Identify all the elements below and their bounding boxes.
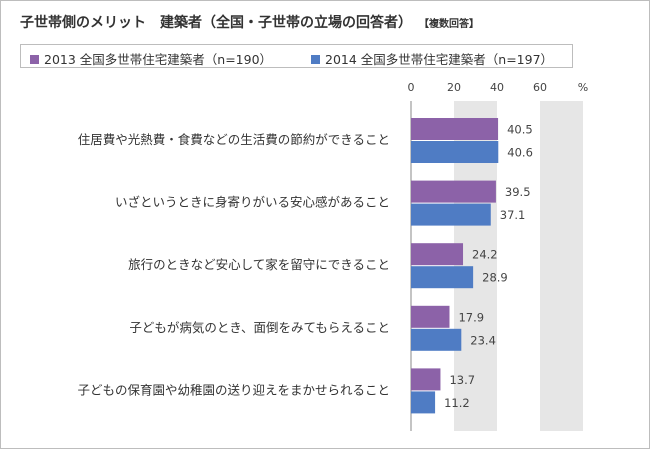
chart-subtitle: 【複数回答】 [424,19,479,30]
data-label: 40.5 [507,123,533,137]
legend-swatch-2013 [30,55,39,64]
x-tick-label: 0 [408,81,415,94]
legend: 2013 全国多世帯住宅建築者（n=190） 2014 全国多世帯住宅建築者（n… [20,44,573,68]
legend-item-2013: 2013 全国多世帯住宅建築者（n=190） [30,49,272,68]
data-label: 40.6 [507,146,533,160]
grid-band-1 [540,101,583,431]
bar-2014 [411,203,491,226]
category-label: いざというときに身寄りがいる安心感があること [115,195,390,210]
x-tick-label: 60 [533,81,547,94]
bar-2014 [411,391,436,414]
bar-2013 [411,180,496,203]
chart-title-text: 子世帯側のメリット 建築者（全国・子世帯の立場の回答者） [20,15,412,31]
legend-item-2014: 2014 全国多世帯住宅建築者（n=197） [311,49,553,68]
category-label: 旅行のときなど安心して家を留守にできること [128,257,390,272]
bar-2014 [411,328,462,351]
data-label: 13.7 [449,373,475,387]
data-label: 23.4 [470,333,496,347]
category-label: 子どもが病気のとき、面倒をみてもらえること [129,320,390,335]
data-label: 11.2 [444,396,470,410]
category-label: 子どもの保育園や幼稚園の送り迎えをまかせられること [77,382,390,397]
category-label: 住居費や光熱費・食費などの生活費の節約ができること [78,132,390,147]
data-label: 17.9 [458,310,484,324]
x-tick-label: % [578,81,588,94]
data-label: 37.1 [500,208,526,222]
bar-2013 [411,368,441,391]
bar-2014 [411,141,499,163]
chart-title: 子世帯側のメリット 建築者（全国・子世帯の立場の回答者） 【複数回答】 [20,12,479,32]
legend-swatch-2014 [311,55,320,64]
data-label: 39.5 [505,185,531,199]
bar-2013 [411,243,464,266]
bar-2013 [411,118,499,140]
x-tick-label: 40 [490,81,504,94]
data-label: 28.9 [482,271,508,285]
data-label: 24.2 [472,248,498,262]
x-tick-label: 20 [447,81,461,94]
legend-label-2014: 2014 全国多世帯住宅建築者（n=197） [325,52,554,67]
bar-2013 [411,305,450,328]
legend-label-2013: 2013 全国多世帯住宅建築者（n=190） [44,52,273,67]
bar-2014 [411,266,474,289]
